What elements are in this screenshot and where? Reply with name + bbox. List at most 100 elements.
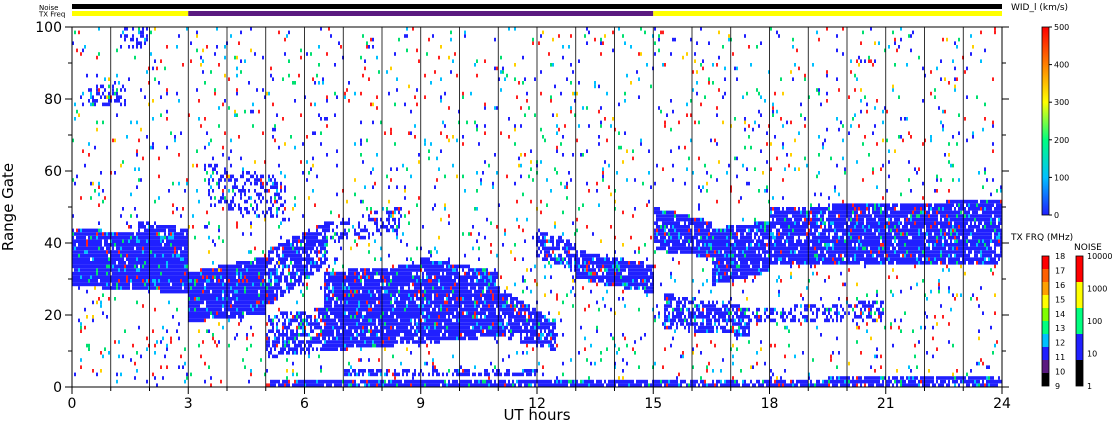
data-cell	[448, 318, 450, 323]
data-cell	[464, 34, 466, 38]
data-cell	[436, 156, 438, 161]
data-cell	[422, 311, 424, 315]
data-cell	[446, 311, 448, 315]
data-cell	[248, 261, 250, 265]
data-cell	[408, 286, 410, 290]
data-cell	[284, 142, 286, 146]
data-cell	[266, 322, 268, 326]
data-cell	[260, 275, 262, 279]
data-cell	[88, 88, 90, 92]
data-cell	[438, 167, 440, 171]
data-cell	[246, 275, 248, 279]
data-cell	[326, 304, 328, 308]
data-cell	[170, 261, 172, 265]
data-cell	[158, 174, 160, 179]
data-cell	[262, 271, 264, 276]
data-cell	[448, 264, 450, 269]
data-cell	[472, 293, 474, 297]
data-cell	[100, 264, 102, 269]
data-cell	[280, 189, 282, 193]
data-cell	[304, 325, 306, 330]
data-cell	[358, 311, 360, 315]
data-cell	[302, 246, 304, 251]
data-cell	[200, 279, 202, 283]
data-cell	[310, 318, 312, 323]
data-cell	[182, 250, 184, 254]
data-cell	[346, 307, 348, 312]
data-cell	[302, 322, 304, 326]
data-cell	[462, 325, 464, 330]
data-cell	[312, 336, 314, 341]
data-cell	[454, 379, 456, 384]
data-cell	[166, 289, 168, 294]
data-cell	[184, 239, 186, 243]
data-cell	[194, 315, 196, 319]
data-cell	[354, 307, 356, 312]
data-cell	[178, 275, 180, 279]
data-cell	[256, 203, 258, 207]
data-cell	[88, 243, 90, 247]
data-cell	[182, 239, 184, 243]
data-cell	[356, 315, 358, 319]
data-cell	[404, 289, 406, 294]
data-cell	[394, 329, 396, 333]
data-cell	[286, 379, 288, 384]
data-cell	[408, 271, 410, 276]
data-cell	[428, 372, 430, 377]
data-cell	[142, 257, 144, 261]
data-cell	[292, 250, 294, 254]
data-cell	[380, 293, 382, 297]
data-cell	[346, 279, 348, 283]
data-cell	[132, 239, 134, 243]
data-cell	[364, 336, 366, 341]
data-cell	[382, 383, 384, 387]
data-cell	[186, 246, 188, 251]
data-cell	[276, 322, 278, 326]
data-cell	[166, 239, 168, 243]
data-cell	[416, 325, 418, 330]
data-cell	[334, 239, 336, 243]
data-cell	[222, 189, 224, 193]
data-cell	[302, 311, 304, 315]
data-cell	[246, 261, 248, 265]
data-cell	[436, 322, 438, 326]
data-cell	[380, 225, 382, 229]
data-cell	[256, 289, 258, 294]
data-cell	[402, 372, 404, 377]
data-cell	[278, 30, 280, 35]
data-cell	[432, 329, 434, 333]
data-cell	[462, 275, 464, 279]
data-cell	[404, 318, 406, 323]
data-cell	[380, 300, 382, 305]
data-cell	[254, 189, 256, 193]
data-cell	[214, 300, 216, 305]
data-cell	[456, 286, 458, 290]
data-cell	[84, 253, 86, 258]
data-cell	[304, 246, 306, 251]
data-cell	[90, 253, 92, 258]
data-cell	[120, 235, 122, 240]
data-cell	[298, 275, 300, 279]
data-cell	[414, 304, 416, 308]
data-cell	[128, 271, 130, 276]
data-cell	[86, 279, 88, 283]
data-cell	[258, 275, 260, 279]
data-cell	[390, 289, 392, 294]
data-cell	[372, 268, 374, 272]
data-cell	[346, 347, 348, 351]
data-cell	[168, 275, 170, 279]
data-cell	[360, 293, 362, 297]
data-cell	[138, 261, 140, 265]
data-cell	[224, 307, 226, 312]
data-cell	[204, 289, 206, 294]
data-cell	[474, 329, 476, 333]
data-cell	[372, 307, 374, 312]
data-cell	[324, 261, 326, 265]
data-cell	[328, 300, 330, 305]
data-cell	[268, 315, 270, 319]
data-cell	[198, 282, 200, 287]
data-cell	[218, 311, 220, 315]
data-cell	[424, 383, 426, 387]
data-cell	[386, 70, 388, 74]
data-cell	[444, 322, 446, 326]
